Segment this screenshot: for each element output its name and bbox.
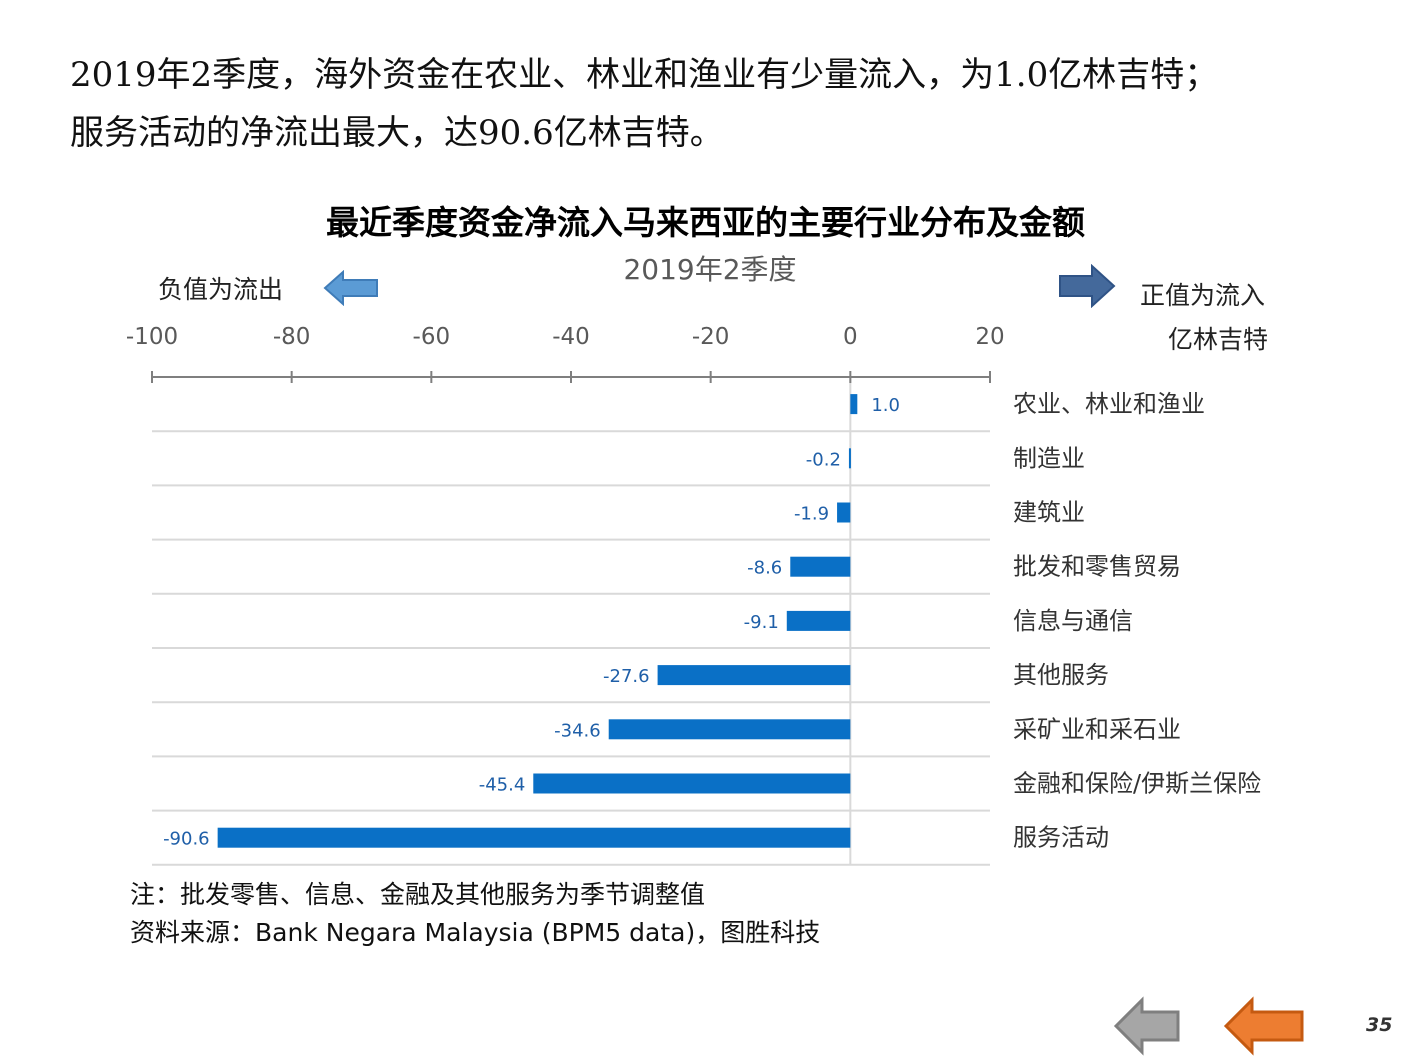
previous-page-button[interactable] — [1112, 996, 1184, 1056]
note-text: 注：批发零售、信息、金融及其他服务为季节调整值 — [130, 880, 706, 909]
bar — [848, 448, 851, 469]
category-label: 服务活动 — [1013, 824, 1109, 852]
bar — [608, 719, 851, 740]
page-number: 35 — [1366, 1014, 1393, 1036]
category-label: 信息与通信 — [1013, 607, 1133, 635]
x-tick-label: -20 — [692, 324, 730, 350]
headline-line-1: 2019年2季度，海外资金在农业、林业和渔业有少量流入，为1.0亿林吉特； — [70, 55, 1219, 95]
x-tick-label: -100 — [126, 324, 178, 350]
headline-line-2: 服务活动的净流出最大，达90.6亿林吉特。 — [70, 113, 724, 153]
data-label: -34.6 — [554, 720, 601, 741]
bar — [217, 827, 851, 848]
category-label: 采矿业和采石业 — [1013, 715, 1181, 743]
bar — [850, 394, 858, 415]
category-label: 建筑业 — [1013, 499, 1085, 527]
right-arrow-icon — [1059, 264, 1116, 308]
bar — [657, 665, 851, 686]
x-tick-label: -40 — [552, 324, 590, 350]
positive-legend-label: 正值为流入 — [1140, 281, 1266, 310]
data-label: -1.9 — [794, 504, 829, 525]
category-label: 金融和保险/伊斯兰保险 — [1013, 770, 1261, 798]
data-label: 1.0 — [871, 395, 900, 416]
chart-subtitle: 2019年2季度 — [623, 253, 797, 286]
chart-title: 最近季度资金净流入马来西亚的主要行业分布及金额 — [326, 203, 1085, 242]
data-label: -0.2 — [806, 449, 841, 470]
category-label: 农业、林业和渔业 — [1013, 390, 1205, 418]
bar — [790, 556, 851, 577]
bar — [533, 773, 851, 794]
category-label: 批发和零售贸易 — [1013, 553, 1181, 581]
next-page-button[interactable] — [1222, 996, 1308, 1056]
x-tick-label: 20 — [975, 324, 1004, 350]
x-tick-label: -60 — [413, 324, 451, 350]
negative-legend-label: 负值为流出 — [158, 275, 284, 304]
data-label: -27.6 — [603, 666, 650, 687]
data-label: -45.4 — [479, 775, 526, 796]
bar — [837, 502, 851, 523]
data-label: -9.1 — [744, 612, 779, 633]
axis-layer: -100 -80 -60 -40 -20 0 20 — [126, 324, 1005, 383]
chart-notes: 注：批发零售、信息、金融及其他服务为季节调整值 资料来源：Bank Negara… — [130, 876, 820, 952]
label-layer: 1.0 农业、林业和渔业 -0.2 制造业 -1.9 建筑业 -8.6 批发和零售贸易 -9.1… — [163, 390, 1261, 852]
bar-layer — [217, 394, 858, 848]
headline: 2019年2季度，海外资金在农业、林业和渔业有少量流入，为1.0亿林吉特； 服务… — [70, 46, 1390, 162]
data-label: -8.6 — [747, 558, 782, 579]
bar — [786, 610, 851, 631]
x-tick-label: 0 — [843, 324, 858, 350]
unit-label: 亿林吉特 — [1168, 325, 1269, 354]
x-tick-label: -80 — [273, 324, 311, 350]
left-arrow-icon — [323, 270, 378, 306]
category-label: 制造业 — [1013, 444, 1085, 472]
data-label: -90.6 — [163, 829, 210, 850]
source-text: 资料来源：Bank Negara Malaysia (BPM5 data)，图胜… — [130, 918, 821, 947]
category-label: 其他服务 — [1013, 661, 1109, 689]
